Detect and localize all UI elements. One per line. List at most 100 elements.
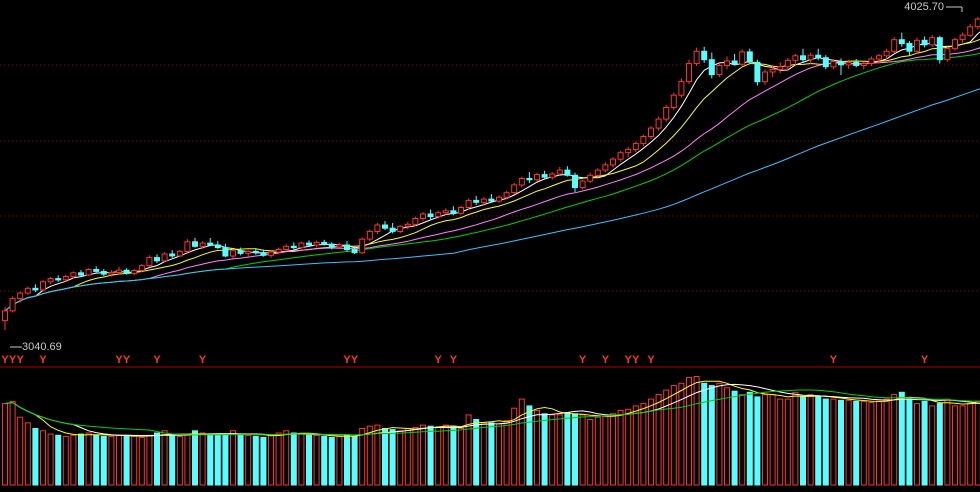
volume-bar	[937, 404, 942, 485]
candle-body	[801, 56, 806, 60]
candle	[124, 268, 129, 274]
candle	[907, 41, 912, 56]
candle-body	[945, 49, 950, 60]
volume-bar	[618, 410, 623, 485]
candle-body	[937, 38, 942, 60]
signal-marker: Y	[199, 354, 207, 366]
candle-body	[816, 55, 821, 58]
candle-body	[656, 119, 661, 128]
volume-bar	[565, 413, 570, 485]
volume-bar	[390, 430, 395, 485]
candle	[603, 162, 608, 172]
volume-bar	[284, 431, 289, 485]
volume-bar	[155, 433, 160, 485]
volume-bar	[595, 417, 600, 485]
volume-bar	[269, 435, 274, 485]
volume-bar	[542, 414, 547, 485]
volume-bar	[10, 401, 15, 485]
candle-body	[785, 60, 790, 67]
candle	[747, 49, 752, 64]
candle-body	[284, 246, 289, 249]
candle	[649, 126, 654, 139]
candle	[398, 225, 403, 233]
volume-bar	[816, 397, 821, 485]
candle-body	[709, 60, 714, 75]
candle-body	[421, 214, 426, 219]
volume-bar	[253, 436, 258, 485]
candle	[215, 241, 220, 249]
candle	[185, 239, 190, 253]
candle	[945, 47, 950, 62]
candle-body	[428, 214, 433, 217]
candle-body	[899, 40, 904, 44]
candle-body	[884, 51, 889, 56]
candle-body	[459, 208, 464, 214]
candle	[633, 142, 638, 152]
candle-body	[793, 56, 798, 61]
candle-body	[603, 165, 608, 170]
signal-marker: Y	[17, 354, 25, 366]
volume-bar	[755, 397, 760, 485]
volume-bar	[839, 400, 844, 485]
candle-body	[960, 35, 965, 40]
signal-marker: Y	[632, 354, 640, 366]
signal-marker: Y	[435, 354, 443, 366]
candle	[193, 238, 198, 248]
volume-bar	[763, 395, 768, 485]
candles	[3, 12, 980, 330]
candle	[709, 53, 714, 79]
volume-bar	[740, 395, 745, 485]
candle	[25, 287, 30, 295]
volume-bar	[527, 406, 532, 485]
volume-bar	[185, 435, 190, 485]
volume-bar	[291, 433, 296, 485]
candle-body	[10, 299, 15, 311]
volume-bar	[94, 435, 99, 485]
candle	[937, 36, 942, 64]
candle-body	[763, 72, 768, 82]
candle-body	[664, 108, 669, 120]
candle-body	[261, 253, 266, 256]
candle	[41, 280, 46, 291]
volume-bar	[101, 436, 106, 485]
volume-bar	[246, 435, 251, 485]
candle-body	[823, 58, 828, 67]
candle-body	[246, 251, 251, 253]
candle	[33, 284, 38, 292]
candle	[94, 266, 99, 273]
candle-body	[808, 55, 813, 60]
candle	[763, 69, 768, 84]
volume-bar	[831, 399, 836, 485]
candle	[390, 223, 395, 233]
signal-marker: Y	[579, 354, 587, 366]
candle-body	[405, 224, 410, 226]
candle	[725, 56, 730, 69]
volume-bar	[162, 431, 167, 485]
candle	[664, 105, 669, 122]
candle-body	[907, 44, 912, 52]
candle	[139, 264, 144, 272]
candle-body	[717, 66, 722, 75]
candle-body	[162, 254, 167, 261]
volume-bar	[322, 436, 327, 485]
candle-body	[641, 137, 646, 144]
candle	[778, 62, 783, 73]
volume-bar	[79, 434, 84, 485]
volume-bar	[177, 436, 182, 485]
candle-body	[139, 266, 144, 271]
candle	[512, 183, 517, 195]
volume-bar	[778, 399, 783, 485]
candle	[611, 157, 616, 167]
high-price-label: 4025.70	[904, 1, 944, 13]
candle	[155, 254, 160, 263]
candle	[535, 173, 540, 182]
volume-bar	[307, 435, 312, 485]
signal-marker: Y	[153, 354, 161, 366]
candle-body	[968, 27, 973, 35]
volume-bar	[215, 435, 220, 485]
candle-body	[177, 251, 182, 256]
volume-bar	[968, 404, 973, 485]
volume-bar	[922, 401, 927, 485]
candle	[793, 54, 798, 65]
candle-body	[375, 225, 380, 232]
